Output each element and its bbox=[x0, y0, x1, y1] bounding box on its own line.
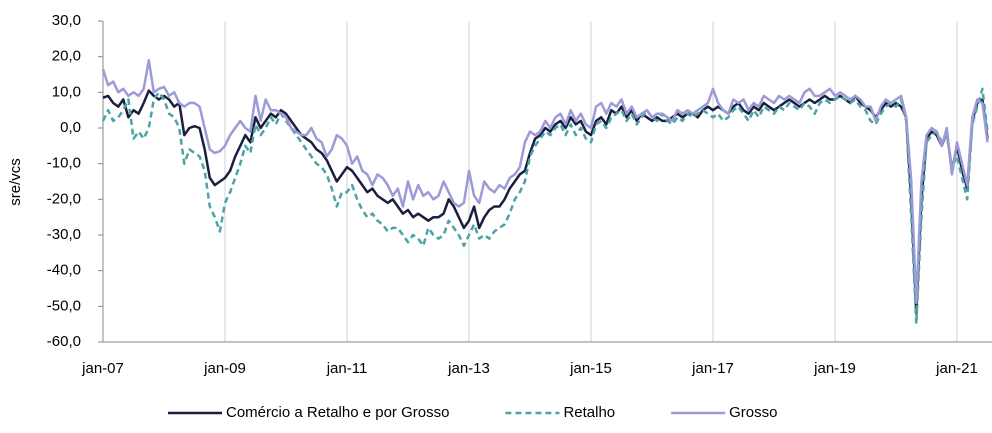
y-tick-label: -60,0 bbox=[47, 333, 81, 350]
y-tick-label: 10,0 bbox=[52, 83, 81, 100]
y-axis-title: sre/vcs bbox=[7, 158, 24, 206]
x-tick-label: jan-09 bbox=[203, 360, 246, 377]
y-tick-label: -50,0 bbox=[47, 297, 81, 314]
x-tick-label: jan-07 bbox=[81, 360, 124, 377]
y-tick-label: 30,0 bbox=[52, 12, 81, 29]
x-tick-label: jan-19 bbox=[813, 360, 856, 377]
series-line bbox=[102, 89, 989, 315]
x-tick-label: jan-11 bbox=[326, 360, 368, 377]
y-tick-label: -40,0 bbox=[47, 262, 81, 279]
y-tick-label: -20,0 bbox=[47, 190, 81, 207]
series-line bbox=[101, 58, 989, 305]
series-line bbox=[101, 87, 989, 326]
y-tick-label: -10,0 bbox=[47, 155, 81, 172]
y-tick-label: 0,0 bbox=[60, 119, 81, 136]
legend-label: Retalho bbox=[563, 404, 615, 421]
x-tick-label: jan-15 bbox=[569, 360, 612, 377]
y-tick-label: 20,0 bbox=[52, 48, 81, 65]
legend-label: Comércio a Retalho e por Grosso bbox=[226, 404, 449, 421]
y-tick-label: -30,0 bbox=[47, 226, 81, 243]
x-tick-label: jan-21 bbox=[935, 360, 978, 377]
legend-label: Grosso bbox=[729, 404, 777, 421]
x-tick-label: jan-17 bbox=[691, 360, 734, 377]
x-tick-label: jan-13 bbox=[447, 360, 490, 377]
